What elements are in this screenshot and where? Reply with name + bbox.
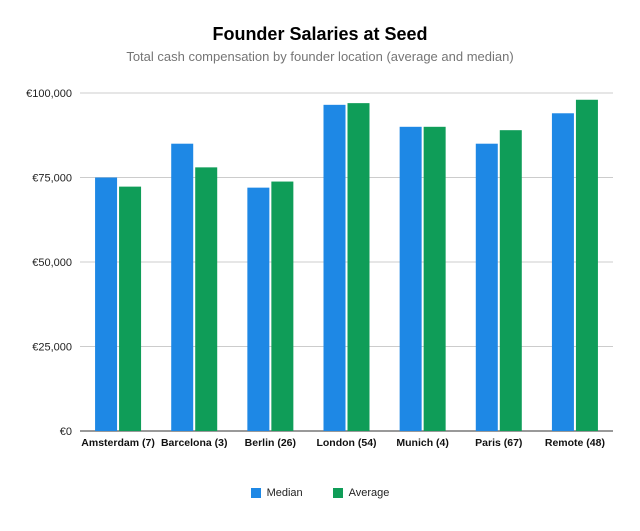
bar-median [551,113,574,431]
bar-average [347,103,370,431]
chart-title: Founder Salaries at Seed [212,24,428,44]
x-tick-label: Barcelona (3) [161,437,228,449]
legend-label-median: Median [266,487,303,499]
x-tick-label: Berlin (26) [245,437,296,449]
y-tick-label: €0 [60,426,72,438]
y-tick-label: €75,000 [32,173,72,185]
legend-swatch-average [332,488,343,498]
x-tick-label: London (54) [316,437,376,449]
chart-subtitle: Total cash compensation by founder locat… [126,49,514,64]
bar-median [95,177,118,431]
bar-median [399,126,422,432]
bar-median [171,143,194,431]
bar-median [475,143,498,431]
legend-item-average: Average [332,487,390,499]
legend-swatch-median [250,488,261,498]
legend-label-average: Average [348,487,390,499]
x-tick-label: Munich (4) [396,437,449,449]
x-tick-label: Amsterdam (7) [81,437,155,449]
x-tick-label: Remote (48) [545,437,605,449]
bar-average [119,186,142,431]
legend: Median Average [0,487,640,499]
bar-average [499,130,522,431]
y-tick-label: €25,000 [32,342,72,354]
y-tick-label: €50,000 [32,257,72,269]
bar-average [423,126,446,432]
bar-average [271,181,294,431]
bar-average [195,167,218,432]
legend-item-median: Median [250,487,303,499]
x-tick-label: Paris (67) [475,437,522,449]
bar-average [575,99,598,431]
bar-median [323,104,346,431]
y-tick-label: €100,000 [26,88,72,100]
bar-median [247,187,270,431]
